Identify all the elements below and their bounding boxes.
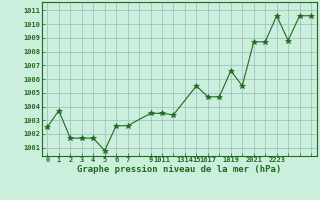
X-axis label: Graphe pression niveau de la mer (hPa): Graphe pression niveau de la mer (hPa): [77, 165, 281, 174]
